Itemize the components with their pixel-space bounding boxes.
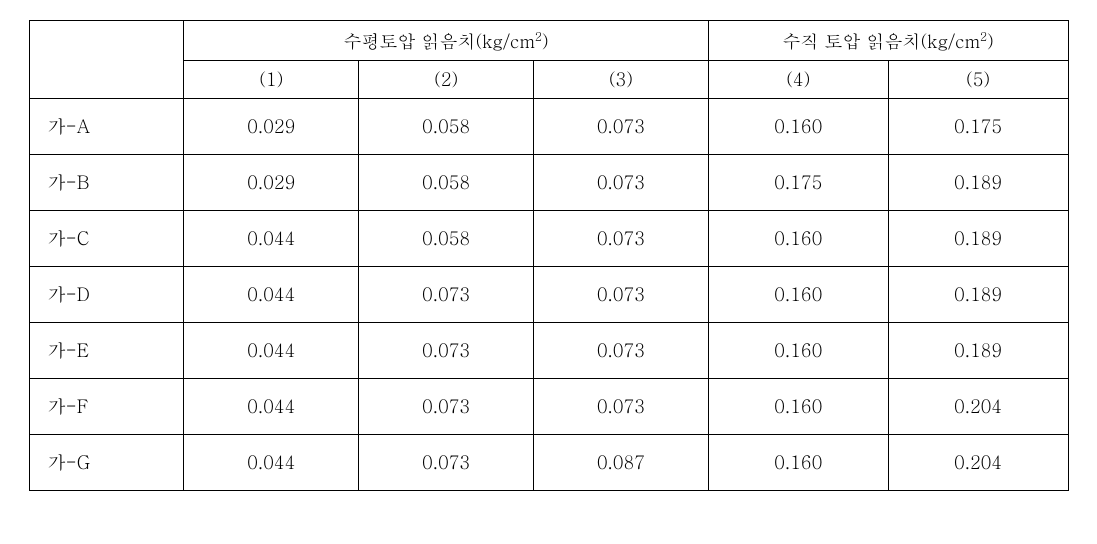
table-row: 가-A 0.029 0.058 0.073 0.160 0.175 <box>29 99 1068 155</box>
header-group-row: 수평토압 읽음치(kg/cm2) 수직 토압 읽음치(kg/cm2) <box>29 21 1068 61</box>
table-row: 가-F 0.044 0.073 0.073 0.160 0.204 <box>29 379 1068 435</box>
data-cell: 0.029 <box>184 99 359 155</box>
header-horizontal-close: ) <box>542 29 549 54</box>
data-cell: 0.189 <box>888 267 1068 323</box>
subheader-col-4: (4) <box>708 61 888 99</box>
header-empty-cell <box>29 21 184 99</box>
data-cell: 0.073 <box>534 99 709 155</box>
data-cell: 0.204 <box>888 435 1068 491</box>
header-horizontal-pressure: 수평토압 읽음치(kg/cm2) <box>184 21 708 61</box>
data-cell: 0.073 <box>534 155 709 211</box>
data-cell: 0.044 <box>184 435 359 491</box>
data-cell: 0.058 <box>359 211 534 267</box>
data-cell: 0.073 <box>534 267 709 323</box>
data-cell: 0.044 <box>184 323 359 379</box>
pressure-data-table: 수평토압 읽음치(kg/cm2) 수직 토압 읽음치(kg/cm2) (1) (… <box>29 20 1069 491</box>
subheader-col-1: (1) <box>184 61 359 99</box>
table-row: 가-B 0.029 0.058 0.073 0.175 0.189 <box>29 155 1068 211</box>
data-cell: 0.189 <box>888 155 1068 211</box>
row-label: 가-B <box>29 155 184 211</box>
data-cell: 0.073 <box>534 323 709 379</box>
data-cell: 0.087 <box>534 435 709 491</box>
row-label: 가-E <box>29 323 184 379</box>
table-row: 가-E 0.044 0.073 0.073 0.160 0.189 <box>29 323 1068 379</box>
data-cell: 0.160 <box>708 323 888 379</box>
header-vertical-pressure: 수직 토압 읽음치(kg/cm2) <box>708 21 1068 61</box>
data-cell: 0.160 <box>708 435 888 491</box>
data-cell: 0.073 <box>359 435 534 491</box>
data-cell: 0.160 <box>708 99 888 155</box>
subheader-col-5: (5) <box>888 61 1068 99</box>
data-cell: 0.204 <box>888 379 1068 435</box>
data-cell: 0.160 <box>708 267 888 323</box>
data-cell: 0.073 <box>534 211 709 267</box>
row-label: 가-G <box>29 435 184 491</box>
data-cell: 0.058 <box>359 155 534 211</box>
header-vertical-text: 수직 토압 읽음치(kg/cm <box>783 29 980 54</box>
data-cell: 0.029 <box>184 155 359 211</box>
row-label: 가-A <box>29 99 184 155</box>
table-row: 가-C 0.044 0.058 0.073 0.160 0.189 <box>29 211 1068 267</box>
row-label: 가-D <box>29 267 184 323</box>
data-cell: 0.160 <box>708 379 888 435</box>
table-row: 가-G 0.044 0.073 0.087 0.160 0.204 <box>29 435 1068 491</box>
data-cell: 0.058 <box>359 99 534 155</box>
data-cell: 0.073 <box>359 323 534 379</box>
data-cell: 0.044 <box>184 379 359 435</box>
subheader-col-2: (2) <box>359 61 534 99</box>
data-cell: 0.044 <box>184 211 359 267</box>
data-cell: 0.073 <box>359 379 534 435</box>
table-body: 가-A 0.029 0.058 0.073 0.160 0.175 가-B 0.… <box>29 99 1068 491</box>
row-label: 가-F <box>29 379 184 435</box>
header-vertical-close: ) <box>987 29 994 54</box>
data-cell: 0.175 <box>708 155 888 211</box>
data-cell: 0.175 <box>888 99 1068 155</box>
data-cell: 0.160 <box>708 211 888 267</box>
header-horizontal-sup: 2 <box>535 28 542 45</box>
data-cell: 0.073 <box>534 379 709 435</box>
header-horizontal-text: 수평토압 읽음치(kg/cm <box>343 29 534 54</box>
data-cell: 0.189 <box>888 323 1068 379</box>
data-cell: 0.073 <box>359 267 534 323</box>
data-cell: 0.189 <box>888 211 1068 267</box>
row-label: 가-C <box>29 211 184 267</box>
data-cell: 0.044 <box>184 267 359 323</box>
subheader-col-3: (3) <box>534 61 709 99</box>
sub-header-row: (1) (2) (3) (4) (5) <box>29 61 1068 99</box>
header-vertical-sup: 2 <box>980 28 987 45</box>
table-row: 가-D 0.044 0.073 0.073 0.160 0.189 <box>29 267 1068 323</box>
